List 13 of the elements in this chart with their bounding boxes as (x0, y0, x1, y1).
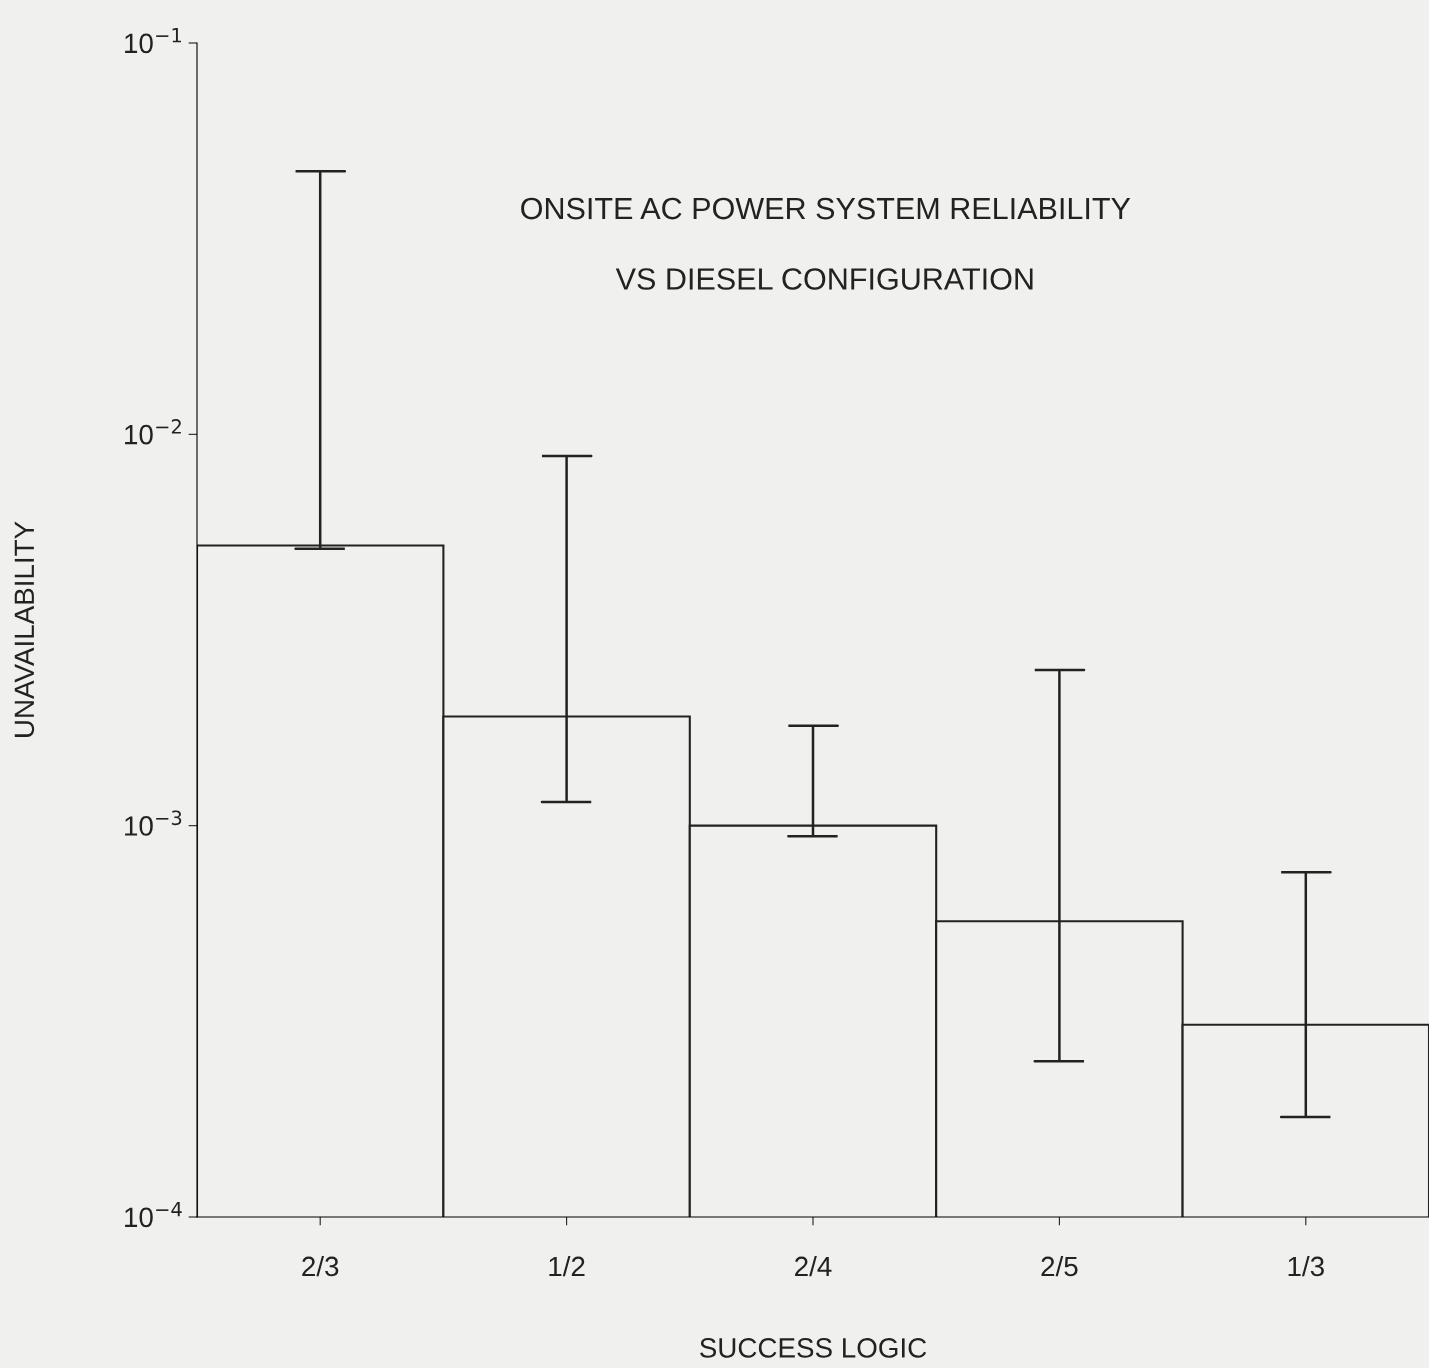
x-axis-title: SUCCESS LOGIC (700, 1338, 927, 1358)
text: VS DIESEL CONFIGURATION (615, 268, 1033, 290)
y-tick-label: 10$^{−1}$ (125, 28, 181, 54)
x-tick-label: 1/3 (1288, 1255, 1324, 1277)
y-tick-label: 10$^{−3}$ (125, 810, 182, 836)
y-axis-title: UNAVAILABILITY (14, 521, 35, 737)
x-tick-label: 2/3 (302, 1255, 339, 1277)
x-tick-label: 2/5 (1041, 1255, 1078, 1277)
y-tick-label: 10$^{−2}$ (125, 419, 181, 445)
x-tick-label: 1/2 (549, 1255, 585, 1277)
text: ONSITE AC POWER SYSTEM RELIABILITY (521, 197, 1131, 220)
y-tick-label: 10$^{−4}$ (125, 1202, 182, 1228)
x-tick-label: 2/4 (795, 1255, 832, 1277)
